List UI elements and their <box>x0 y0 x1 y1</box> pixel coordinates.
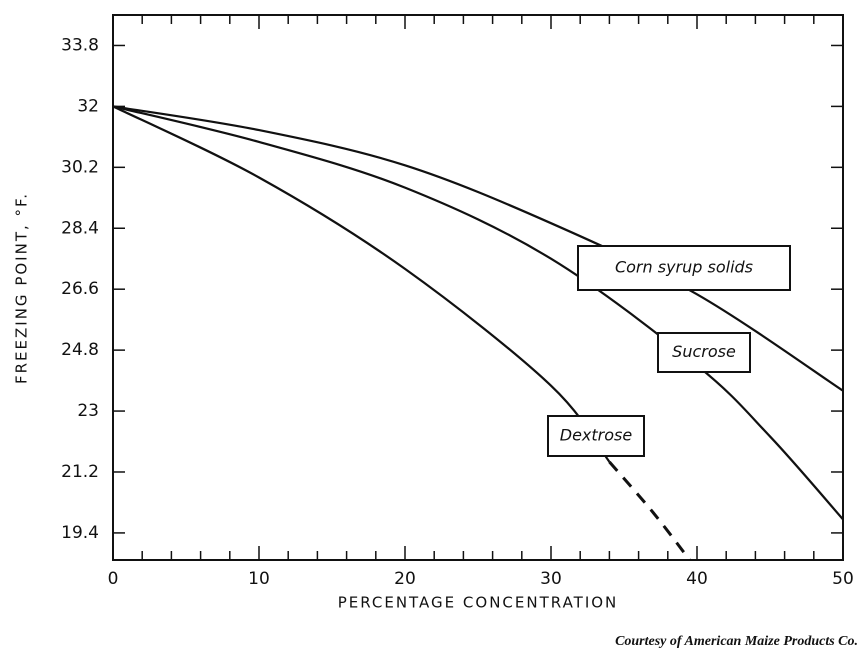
x-tick-label: 20 <box>394 569 416 589</box>
series-line <box>113 106 609 461</box>
x-tick-label: 30 <box>540 569 562 589</box>
y-tick-label: 21.2 <box>61 462 99 482</box>
y-tick-label: 30.2 <box>61 157 99 177</box>
x-tick-label: 50 <box>832 569 854 589</box>
y-tick-label: 24.8 <box>61 340 99 360</box>
y-tick-label: 32 <box>77 96 99 116</box>
series-label: Sucrose <box>672 342 736 361</box>
y-tick-label: 23 <box>77 401 99 421</box>
series-line-dashed <box>609 462 689 560</box>
series-line <box>113 106 843 519</box>
x-tick-label: 40 <box>686 569 708 589</box>
y-tick-label: 33.8 <box>61 35 99 55</box>
y-tick-label: 26.6 <box>61 279 99 299</box>
credit: Courtesy of American Maize Products Co. <box>615 634 858 649</box>
y-tick-label: 19.4 <box>61 523 99 543</box>
series-label: Dextrose <box>560 426 633 445</box>
series-label: Corn syrup solids <box>615 258 753 277</box>
chart: PERCENTAGE CONCENTRATION FREEZING POINT,… <box>0 0 864 654</box>
y-tick-label: 28.4 <box>61 218 99 238</box>
x-tick-label: 10 <box>248 569 270 589</box>
x-tick-label: 0 <box>108 569 119 589</box>
x-axis-title: PERCENTAGE CONCENTRATION <box>338 594 619 612</box>
y-axis-title: FREEZING POINT, °F. <box>13 192 31 384</box>
